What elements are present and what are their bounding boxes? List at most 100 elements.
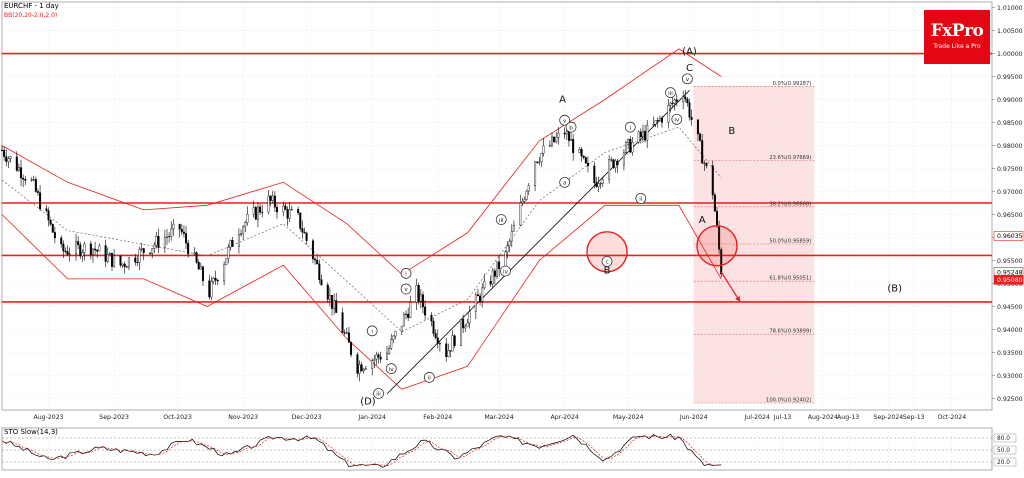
price-candle <box>335 300 338 313</box>
price-candle <box>240 233 243 235</box>
price-candle <box>227 247 230 259</box>
price-candle <box>608 159 611 180</box>
price-candle <box>388 348 391 354</box>
price-candle <box>523 199 526 202</box>
price-candle <box>409 302 412 318</box>
price-candle <box>356 354 359 374</box>
price-candle <box>1 149 4 151</box>
upper-band-line <box>1 48 722 275</box>
price-candle <box>185 233 188 244</box>
price-candle <box>400 325 403 332</box>
price-candle <box>390 339 393 349</box>
price-candle <box>297 209 300 214</box>
price-candle <box>373 358 376 362</box>
price-candle <box>237 234 240 247</box>
price-candle <box>667 105 670 123</box>
price-box-label: 0.95080 <box>997 277 1023 284</box>
middle-band-line <box>1 126 722 333</box>
fib-zone <box>693 86 815 404</box>
price-candle <box>622 152 625 166</box>
price-candle <box>688 102 691 118</box>
price-candle <box>654 120 657 125</box>
wave-count-marker: a <box>559 176 571 188</box>
price-candle <box>64 250 67 252</box>
price-candle <box>284 205 287 210</box>
price-candle <box>343 332 346 334</box>
price-candle <box>301 228 304 233</box>
price-candle <box>51 224 54 233</box>
price-candle <box>716 211 719 227</box>
price-candle <box>540 153 543 163</box>
price-candle <box>7 158 10 162</box>
price-candle <box>586 162 589 167</box>
price-candle <box>595 182 598 187</box>
wave-label: (D) <box>360 396 376 407</box>
price-candle <box>157 236 160 248</box>
price-candle <box>121 263 124 266</box>
price-candle <box>451 335 454 352</box>
wave-label: A <box>699 215 706 226</box>
price-candle <box>350 342 353 355</box>
price-candle <box>225 258 228 265</box>
y-tick-label: 0.95500 <box>997 258 1023 265</box>
y-tick-label: 0.97500 <box>997 166 1023 173</box>
x-tick-label: Nov-2023 <box>228 414 258 421</box>
wave-count-marker: b <box>565 121 577 133</box>
price-candle <box>711 165 714 196</box>
price-candle <box>449 350 452 352</box>
price-candle <box>163 237 166 248</box>
price-candle <box>47 210 50 221</box>
wave-count-marker: i <box>400 268 412 279</box>
wave-count-marker: c <box>601 256 613 267</box>
price-candle <box>696 119 699 135</box>
price-candle <box>333 300 336 309</box>
price-candle <box>525 190 528 200</box>
price-candle <box>424 306 427 316</box>
price-candle <box>180 229 183 233</box>
price-candle <box>593 165 596 183</box>
wave-label: C <box>686 63 693 74</box>
price-candle <box>271 195 274 201</box>
y-tick-label: 0.93500 <box>997 350 1023 357</box>
price-candle <box>468 311 471 324</box>
target-arrow-head <box>735 295 741 302</box>
price-candle <box>375 354 378 360</box>
y-tick-label: 1.00500 <box>997 28 1023 35</box>
wave-count-circle <box>624 121 636 133</box>
price-candle <box>580 149 583 157</box>
price-candle <box>631 142 634 153</box>
price-candle <box>701 140 704 164</box>
price-candle <box>127 257 130 268</box>
brand-name: FxPro <box>930 21 984 41</box>
wave-count-label: c <box>605 260 608 266</box>
y-tick-label: 0.93000 <box>997 373 1023 380</box>
x-tick-label: Oct-2024 <box>937 414 966 421</box>
price-candle <box>5 156 8 162</box>
y-tick-label: 0.92500 <box>997 396 1023 403</box>
price-candle <box>386 352 389 360</box>
price-candle <box>210 281 213 298</box>
price-candle <box>153 244 156 249</box>
price-candle <box>32 179 35 181</box>
fib-level-label: 50.0%(0.95859) <box>769 238 811 244</box>
price-candle <box>686 98 689 104</box>
price-candle <box>106 254 109 262</box>
price-candle <box>254 207 257 220</box>
price-candle <box>286 209 289 219</box>
x-tick-label: Sep-2024 <box>874 414 904 421</box>
price-candle <box>231 240 234 247</box>
price-candle <box>134 257 137 263</box>
price-candle <box>212 277 215 282</box>
price-candle <box>53 232 56 239</box>
osc-tick-box <box>993 457 1017 467</box>
osc-tick-label: 20.0 <box>997 460 1010 466</box>
price-candle <box>290 209 293 211</box>
wave-label: (A) <box>682 46 697 57</box>
price-candle <box>269 195 272 201</box>
price-candle <box>273 195 276 208</box>
x-tick-label: Sep-2023 <box>99 414 129 421</box>
price-candle <box>142 248 145 254</box>
price-candle <box>476 294 479 297</box>
price-candle <box>345 332 348 334</box>
